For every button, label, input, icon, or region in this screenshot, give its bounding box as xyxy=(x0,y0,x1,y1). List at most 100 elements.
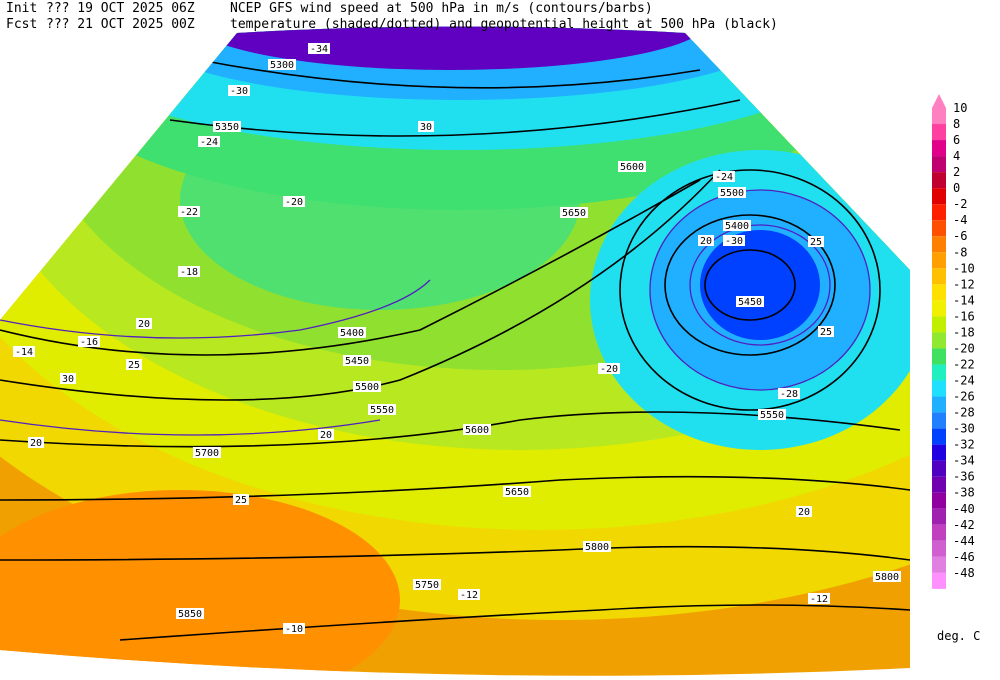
colorbar-label: -38 xyxy=(953,486,975,500)
colorbar-swatch xyxy=(932,380,946,397)
height-label-box xyxy=(368,404,396,415)
height-label: 5600 xyxy=(620,162,644,173)
colorbar-swatch xyxy=(932,492,946,509)
colorbar-swatch xyxy=(932,508,946,525)
height-label-box xyxy=(268,59,296,70)
wind-label-box xyxy=(808,236,824,247)
height-label: 5300 xyxy=(270,60,294,71)
colorbar-label: -22 xyxy=(953,357,975,371)
temp-label: -16 xyxy=(80,337,98,348)
height-label-box xyxy=(343,355,371,366)
temp-label: -22 xyxy=(180,207,198,218)
wind-label: 20 xyxy=(798,507,810,518)
colorbar-swatch xyxy=(932,444,946,461)
height-label-box xyxy=(758,409,786,420)
height-label-box xyxy=(503,486,531,497)
height-label-box xyxy=(736,296,764,307)
wind-label-box xyxy=(28,437,44,448)
colorbar-label: -44 xyxy=(953,534,975,548)
temp-label: -24 xyxy=(200,137,218,148)
temp-label-box xyxy=(178,266,200,277)
wind-label-box xyxy=(318,429,334,440)
height-label: 5850 xyxy=(178,609,202,620)
wind-label: 20 xyxy=(320,430,332,441)
colorbar-label: -10 xyxy=(953,261,975,275)
height-label-box xyxy=(193,447,221,458)
colorbar-label: -32 xyxy=(953,438,975,452)
temp-label-box xyxy=(778,388,800,399)
height-label-box xyxy=(583,541,611,552)
colorbar-swatch xyxy=(932,524,946,541)
colorbar-label: -14 xyxy=(953,293,975,307)
height-label-box xyxy=(723,220,751,231)
colorbar-swatch xyxy=(932,284,946,301)
wind-contours xyxy=(0,189,871,436)
wind-label-box xyxy=(418,121,434,132)
height-label: 5450 xyxy=(738,297,762,308)
temp-label-box xyxy=(198,136,220,147)
colorbar-swatch xyxy=(932,124,946,141)
wind-label: 25 xyxy=(235,495,247,506)
height-label-box xyxy=(338,327,366,338)
colorbar-swatch xyxy=(932,428,946,445)
height-label-box xyxy=(353,381,381,392)
height-label: 5450 xyxy=(345,356,369,367)
colorbar-swatch xyxy=(932,268,946,285)
wind-label-box xyxy=(698,235,714,246)
wind-label: 25 xyxy=(820,327,832,338)
colorbar-swatch xyxy=(932,252,946,269)
wind-label-box xyxy=(126,359,142,370)
temp-label: -18 xyxy=(180,267,198,278)
init-time: ??? 19 OCT 2025 06Z xyxy=(46,1,195,16)
temp-label-box xyxy=(808,593,830,604)
colorbar-label: -34 xyxy=(953,454,975,468)
colorbar-label: 10 xyxy=(953,101,967,115)
fcst-label: Fcst xyxy=(6,17,37,32)
height-label: 5600 xyxy=(465,425,489,436)
height-label: 5650 xyxy=(562,208,586,219)
colorbar-label: -30 xyxy=(953,422,975,436)
height-label: 5500 xyxy=(720,188,744,199)
temp-label-box xyxy=(308,43,330,54)
colorbar-swatch xyxy=(932,364,946,381)
height-label: 5800 xyxy=(875,572,899,583)
colorbar-label: 6 xyxy=(953,133,960,147)
colorbar-label: -4 xyxy=(953,213,967,227)
temp-label: -14 xyxy=(15,347,33,358)
wind-label: 20 xyxy=(138,319,150,330)
colorbar-label: -16 xyxy=(953,309,975,323)
colorbar-swatch xyxy=(932,460,946,477)
temp-label-box xyxy=(283,196,305,207)
colorbar-swatch xyxy=(932,172,946,189)
wind-label-box xyxy=(818,326,834,337)
temp-label: -20 xyxy=(600,364,618,375)
fcst-time: ??? 21 OCT 2025 00Z xyxy=(46,17,195,32)
colorbar-label: -46 xyxy=(953,550,975,564)
height-label: 5750 xyxy=(415,580,439,591)
height-label-box xyxy=(413,579,441,590)
height-label: 5800 xyxy=(585,542,609,553)
temp-label-box xyxy=(78,336,100,347)
wind-label-box xyxy=(796,506,812,517)
colorbar-label: -36 xyxy=(953,470,975,484)
colorbar-label: -26 xyxy=(953,390,975,404)
colorbar-swatch xyxy=(932,204,946,221)
height-label-box xyxy=(873,571,901,582)
wind-label: 30 xyxy=(420,122,432,133)
colorbar-label: 2 xyxy=(953,165,960,179)
init-label: Init xyxy=(6,1,37,16)
temp-label: -34 xyxy=(310,44,328,55)
height-label: 5500 xyxy=(355,382,379,393)
colorbar-label: -12 xyxy=(953,277,975,291)
height-label: 5550 xyxy=(760,410,784,421)
temp-label-box xyxy=(598,363,620,374)
colorbar-swatch xyxy=(932,140,946,157)
colorbar-swatch xyxy=(932,300,946,317)
colorbar-label: -6 xyxy=(953,229,967,243)
colorbar-swatch xyxy=(932,556,946,573)
wind-label-box xyxy=(233,494,249,505)
temp-label: -24 xyxy=(715,172,733,183)
colorbar-swatch xyxy=(932,348,946,365)
